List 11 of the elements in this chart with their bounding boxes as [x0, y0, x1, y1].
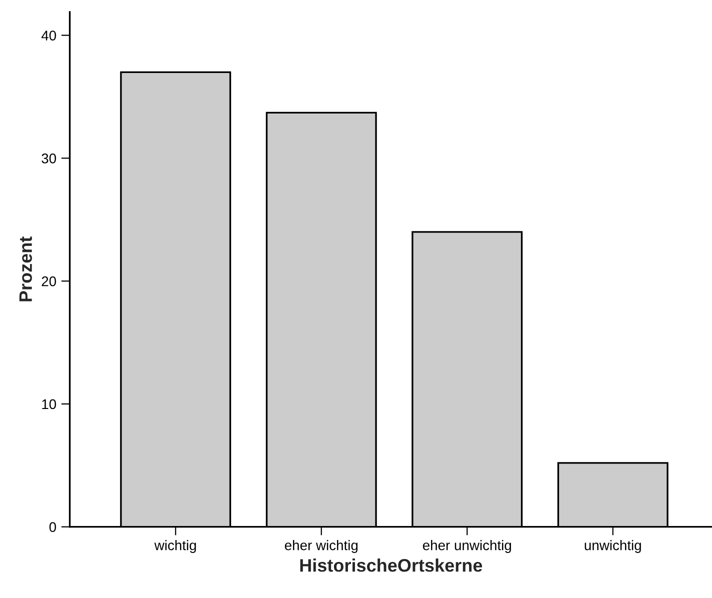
- x-axis-title: HistorischeOrtskerne: [300, 558, 482, 572]
- y-tick-label: 20: [42, 276, 56, 286]
- y-tick-label: 30: [42, 154, 56, 164]
- x-tick-label: wichtig: [154, 540, 196, 553]
- x-tick-label: unwichtig: [584, 540, 641, 553]
- y-axis-title: Prozent: [19, 236, 32, 302]
- y-tick-label: 0: [49, 522, 56, 532]
- x-tick-label: eher wichtig: [284, 540, 358, 553]
- y-tick-label: 10: [42, 399, 56, 410]
- x-tick-label: eher unwichtig: [422, 540, 512, 553]
- y-tick-label: 40: [41, 30, 56, 40]
